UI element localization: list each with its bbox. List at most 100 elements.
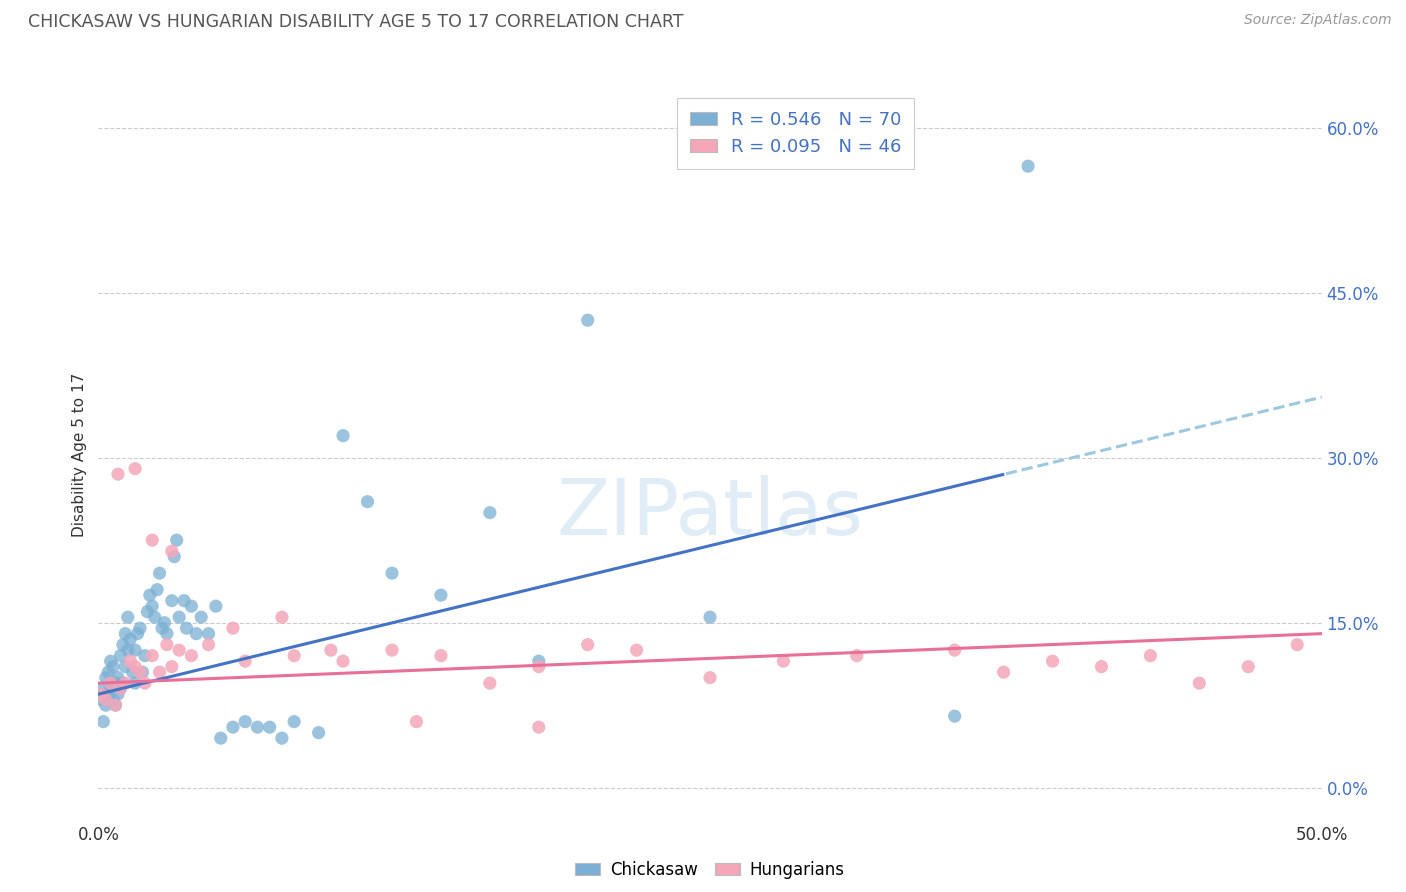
Point (1090, 659, 1112, 673)
Point (120, 654, 142, 668)
Point (90, 687, 112, 701)
Point (527, 654, 550, 668)
Legend: Chickasaw, Hungarians: Chickasaw, Hungarians (568, 855, 852, 886)
Point (845, 648, 868, 663)
Point (576, 638, 599, 652)
Point (943, 709, 966, 723)
Point (121, 665, 143, 680)
Point (1017, 159, 1039, 173)
Text: Source: ZipAtlas.com: Source: ZipAtlas.com (1244, 13, 1392, 28)
Point (124, 461, 146, 475)
Point (381, 643, 404, 657)
Point (209, 731, 232, 746)
Point (156, 638, 179, 652)
Point (107, 467, 129, 482)
Point (101, 659, 124, 673)
Point (134, 676, 156, 690)
Point (111, 676, 134, 690)
Point (117, 643, 139, 657)
Point (136, 605, 159, 619)
Point (332, 428, 354, 442)
Point (101, 676, 124, 690)
Point (149, 566, 172, 581)
Point (110, 681, 132, 696)
Point (405, 714, 427, 729)
Point (110, 648, 132, 663)
Point (110, 681, 132, 696)
Point (117, 610, 139, 624)
Point (699, 610, 721, 624)
Point (283, 714, 305, 729)
Point (104, 676, 127, 690)
Point (97, 665, 120, 680)
Point (91, 681, 114, 696)
Point (180, 599, 202, 614)
Text: CHICKASAW VS HUNGARIAN DISABILITY AGE 5 TO 17 CORRELATION CHART: CHICKASAW VS HUNGARIAN DISABILITY AGE 5 … (28, 13, 683, 31)
Point (104, 698, 127, 713)
Point (107, 671, 129, 685)
Point (319, 643, 342, 657)
Point (190, 610, 212, 624)
Point (943, 643, 966, 657)
Point (1042, 654, 1064, 668)
Point (149, 665, 172, 680)
Point (131, 665, 153, 680)
Point (107, 687, 129, 701)
Point (233, 714, 256, 729)
Point (259, 720, 281, 734)
Point (150, 621, 173, 635)
Point (100, 681, 122, 696)
Point (205, 599, 228, 614)
Point (993, 665, 1015, 680)
Point (160, 544, 183, 558)
Point (114, 676, 136, 690)
Point (134, 648, 156, 663)
Point (139, 588, 162, 602)
Point (101, 692, 124, 706)
Point (772, 654, 794, 668)
Point (120, 632, 142, 647)
Point (1139, 648, 1161, 663)
Point (527, 659, 550, 673)
Point (114, 626, 136, 640)
Point (381, 566, 404, 581)
Point (100, 676, 122, 690)
Point (233, 654, 256, 668)
Point (166, 533, 188, 548)
Point (124, 643, 146, 657)
Point (146, 582, 169, 597)
Point (478, 506, 501, 520)
Point (308, 725, 330, 739)
Point (699, 671, 721, 685)
Point (478, 676, 501, 690)
Text: ZIPatlas: ZIPatlas (557, 475, 863, 551)
Point (222, 720, 245, 734)
Point (180, 648, 202, 663)
Point (332, 654, 354, 668)
Point (141, 533, 163, 548)
Point (160, 593, 183, 607)
Point (163, 549, 186, 564)
Point (141, 648, 163, 663)
Point (143, 610, 166, 624)
Point (1286, 638, 1309, 652)
Point (104, 698, 127, 713)
Point (576, 313, 599, 327)
Point (270, 610, 294, 624)
Point (129, 621, 152, 635)
Point (430, 648, 453, 663)
Point (167, 610, 190, 624)
Point (167, 643, 190, 657)
Point (356, 494, 378, 508)
Y-axis label: Disability Age 5 to 17: Disability Age 5 to 17 (72, 373, 87, 537)
Point (94, 698, 117, 713)
Point (1237, 659, 1260, 673)
Point (197, 626, 219, 640)
Point (527, 720, 550, 734)
Point (111, 638, 134, 652)
Point (141, 599, 163, 614)
Point (97, 687, 120, 701)
Point (430, 588, 453, 602)
Point (626, 643, 648, 657)
Point (124, 659, 146, 673)
